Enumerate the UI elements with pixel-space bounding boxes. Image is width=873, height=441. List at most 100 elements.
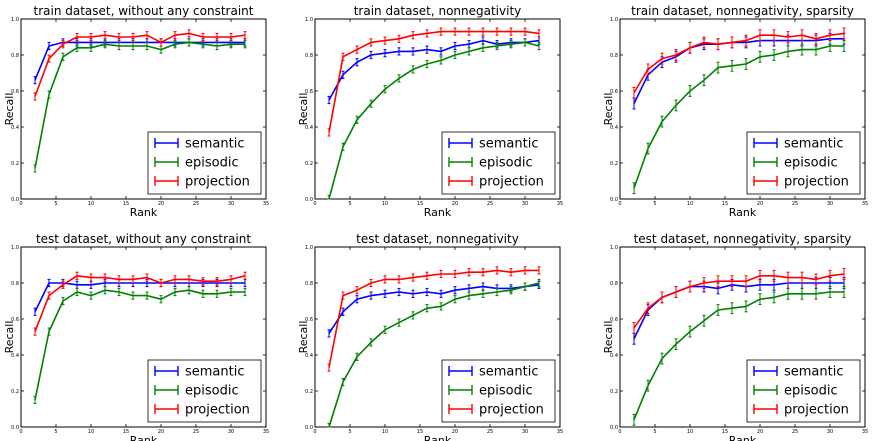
x-tick-label: 25: [193, 201, 199, 207]
legend-label-episodic: episodic: [784, 156, 838, 171]
y-tick-label: 0.4: [305, 125, 313, 131]
legend-label-semantic: semantic: [185, 137, 245, 152]
chart-panel-1: train dataset, without any constraint Ran…: [3, 4, 269, 219]
y-tick-label: 0.6: [305, 317, 313, 323]
x-tick-label: 20: [158, 429, 164, 435]
legend-label-projection: projection: [784, 403, 849, 418]
x-tick-label: 10: [382, 429, 388, 435]
y-tick-label: 0.4: [610, 125, 618, 131]
plot-frame: [20, 18, 267, 200]
y-tick-label: 0.0: [610, 425, 618, 431]
x-tick-label: 0: [618, 429, 621, 435]
x-tick-label: 30: [522, 429, 528, 435]
x-tick-label: 30: [522, 201, 528, 207]
y-tick-label: 0.6: [11, 89, 19, 95]
series-line-episodic: [633, 45, 844, 189]
y-tick-label: 0.2: [305, 389, 313, 395]
x-tick-label: 35: [263, 429, 269, 435]
x-tick-label: 25: [792, 201, 798, 207]
legend-label-projection: projection: [784, 175, 849, 190]
series-line-episodic: [34, 289, 245, 401]
series-line-semantic: [328, 39, 540, 101]
x-tick-label: 20: [158, 201, 164, 207]
x-tick-label: 30: [827, 201, 833, 207]
series-line-semantic: [34, 282, 245, 313]
y-tick-label: 1.0: [11, 17, 19, 23]
legend-label-episodic: episodic: [479, 156, 533, 171]
y-tick-label: 0.8: [11, 281, 19, 287]
x-tick-label: 0: [313, 201, 316, 207]
y-axis-label: Recall: [602, 321, 615, 354]
x-tick-label: 5: [54, 429, 57, 435]
x-axis-label: Rank: [729, 206, 757, 219]
x-tick-label: 10: [88, 201, 94, 207]
series-line-episodic: [633, 291, 844, 421]
x-tick-label: 35: [263, 201, 269, 207]
y-tick-label: 0.8: [305, 281, 313, 287]
chart-title: test dataset, nonnegativity: [356, 232, 519, 246]
y-tick-label: 0.8: [11, 53, 19, 59]
x-tick-label: 15: [417, 201, 423, 207]
x-tick-label: 15: [123, 201, 129, 207]
x-tick-label: 35: [862, 201, 868, 207]
x-tick-label: 10: [687, 201, 693, 207]
y-tick-label: 0.0: [11, 425, 19, 431]
x-tick-label: 30: [228, 201, 234, 207]
series-line-episodic: [328, 282, 540, 428]
x-tick-label: 0: [313, 429, 316, 435]
x-tick-label: 5: [348, 429, 351, 435]
y-tick-label: 0.6: [610, 89, 618, 95]
y-tick-label: 1.0: [305, 17, 313, 23]
y-tick-label: 0.6: [305, 89, 313, 95]
plot-frame: [314, 246, 561, 428]
x-tick-label: 20: [452, 429, 458, 435]
x-tick-label: 20: [757, 201, 763, 207]
y-tick-label: 0.8: [305, 53, 313, 59]
legend-label-episodic: episodic: [185, 156, 239, 171]
y-tick-label: 1.0: [610, 245, 618, 251]
x-tick-label: 25: [193, 429, 199, 435]
x-tick-label: 30: [827, 429, 833, 435]
series-line-projection: [328, 30, 540, 133]
y-tick-label: 0.2: [305, 161, 313, 167]
legend-label-semantic: semantic: [784, 137, 844, 152]
x-tick-label: 35: [557, 429, 563, 435]
chart-title: train dataset, nonnegativity: [354, 4, 522, 18]
x-tick-label: 20: [452, 201, 458, 207]
y-tick-label: 0.6: [11, 317, 19, 323]
series-line-projection: [328, 269, 539, 368]
series-line-semantic: [633, 37, 844, 104]
series-line-projection: [34, 32, 246, 97]
series-line-semantic: [633, 282, 844, 340]
series-line-episodic: [34, 41, 245, 169]
chart-title: train dataset, without any constraint: [34, 4, 254, 18]
y-tick-label: 0.4: [11, 125, 19, 131]
y-tick-label: 0.0: [305, 425, 313, 431]
chart-panel-5: test dataset, nonnegativity Rank Recall 0 5 1…: [297, 232, 563, 441]
y-tick-label: 0.4: [610, 353, 618, 359]
x-tick-label: 5: [54, 201, 57, 207]
series-line-semantic: [34, 41, 245, 81]
y-tick-label: 0.2: [610, 161, 618, 167]
x-tick-label: 5: [653, 429, 656, 435]
x-tick-label: 5: [653, 201, 656, 207]
x-tick-label: 0: [618, 201, 621, 207]
x-tick-label: 20: [757, 429, 763, 435]
legend-label-episodic: episodic: [784, 384, 838, 399]
x-tick-label: 25: [487, 429, 493, 435]
y-tick-label: 0.0: [610, 197, 618, 203]
plot-frame: [314, 18, 561, 200]
y-tick-label: 0.0: [305, 197, 313, 203]
x-tick-label: 30: [228, 429, 234, 435]
y-axis-label: Recall: [297, 321, 310, 354]
x-tick-label: 35: [862, 429, 868, 435]
x-axis-label: Rank: [424, 206, 452, 219]
x-tick-label: 25: [792, 429, 798, 435]
chart-panel-2: train dataset, nonnegativity Rank Recall 0 5…: [297, 4, 563, 219]
legend-label-semantic: semantic: [479, 365, 539, 380]
y-tick-label: 0.0: [11, 197, 19, 203]
series-line-projection: [633, 273, 845, 329]
x-tick-label: 0: [19, 429, 22, 435]
legend-label-semantic: semantic: [185, 365, 245, 380]
